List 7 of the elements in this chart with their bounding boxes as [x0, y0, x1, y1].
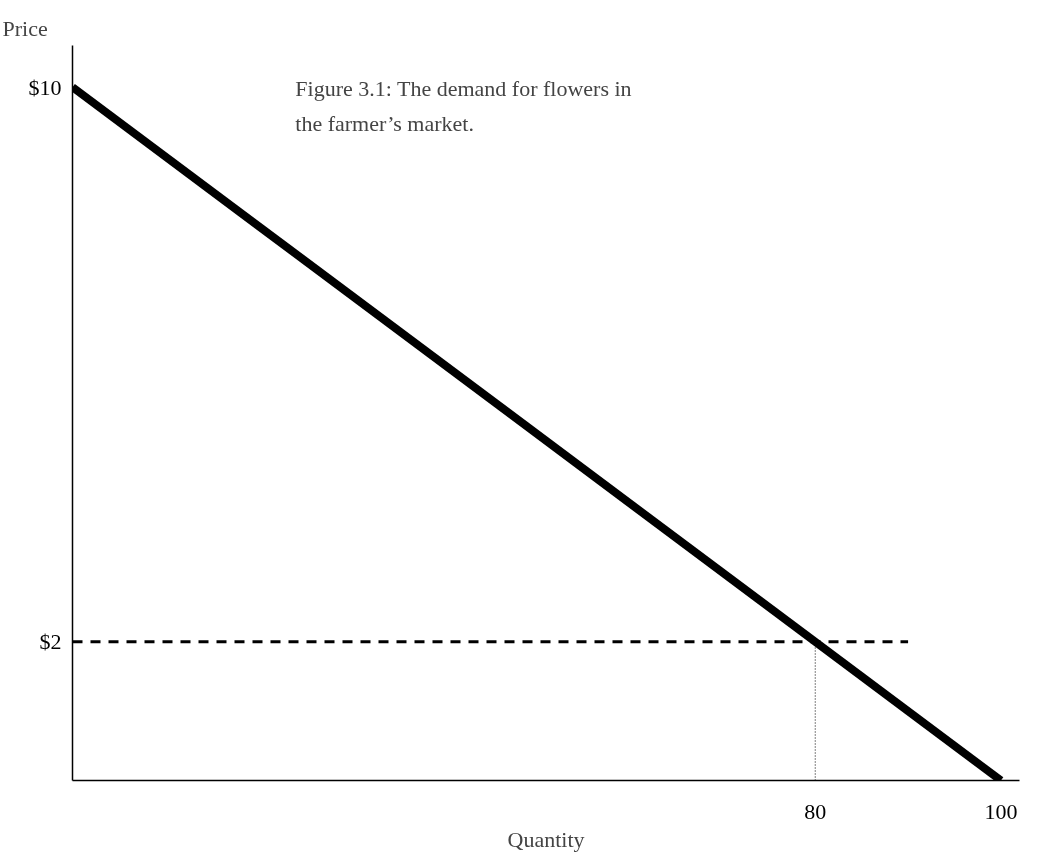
y-tick-label: $2: [39, 629, 62, 655]
y-axis-title: Price: [2, 15, 48, 41]
x-axis-title: Quantity: [507, 826, 585, 852]
x-tick-label: 100: [984, 798, 1018, 824]
x-tick-label: 80: [804, 798, 827, 824]
annotation: Figure 3.1: The demand for flowers in the farmer’s market.: [295, 75, 632, 136]
y-tick-label: $10: [28, 74, 62, 100]
